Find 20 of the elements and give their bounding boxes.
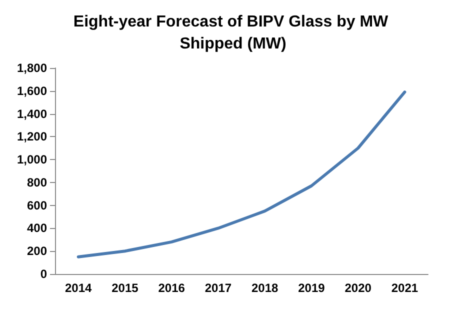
x-tick-label: 2017 — [204, 281, 232, 295]
x-tick-label: 2015 — [112, 281, 139, 295]
y-tick-label: 1,600 — [16, 84, 48, 98]
x-tick-label: 2021 — [391, 281, 418, 295]
x-tick-label: 2020 — [344, 281, 372, 295]
x-tick-label: 2014 — [64, 281, 92, 295]
y-tick-label: 1,400 — [16, 106, 48, 121]
y-tick-label: 1,000 — [16, 152, 48, 167]
y-tick-label: 1,200 — [16, 130, 48, 144]
x-tick-label: 2018 — [251, 281, 278, 295]
y-tick-label: 800 — [26, 175, 48, 190]
y-tick-label: 600 — [26, 198, 48, 212]
chart-title: Eight-year Forecast of BIPV Glass by MW Shipped (MW) — [73, 14, 393, 52]
y-tick-label: 400 — [26, 221, 48, 236]
line-series — [76, 90, 406, 258]
y-tick-label: 200 — [26, 244, 48, 258]
x-tick-label: 2016 — [158, 281, 186, 295]
y-tick-label: 0 — [40, 267, 48, 281]
y-tick-label: 1,800 — [16, 61, 48, 75]
x-tick-label: 2019 — [298, 281, 326, 295]
